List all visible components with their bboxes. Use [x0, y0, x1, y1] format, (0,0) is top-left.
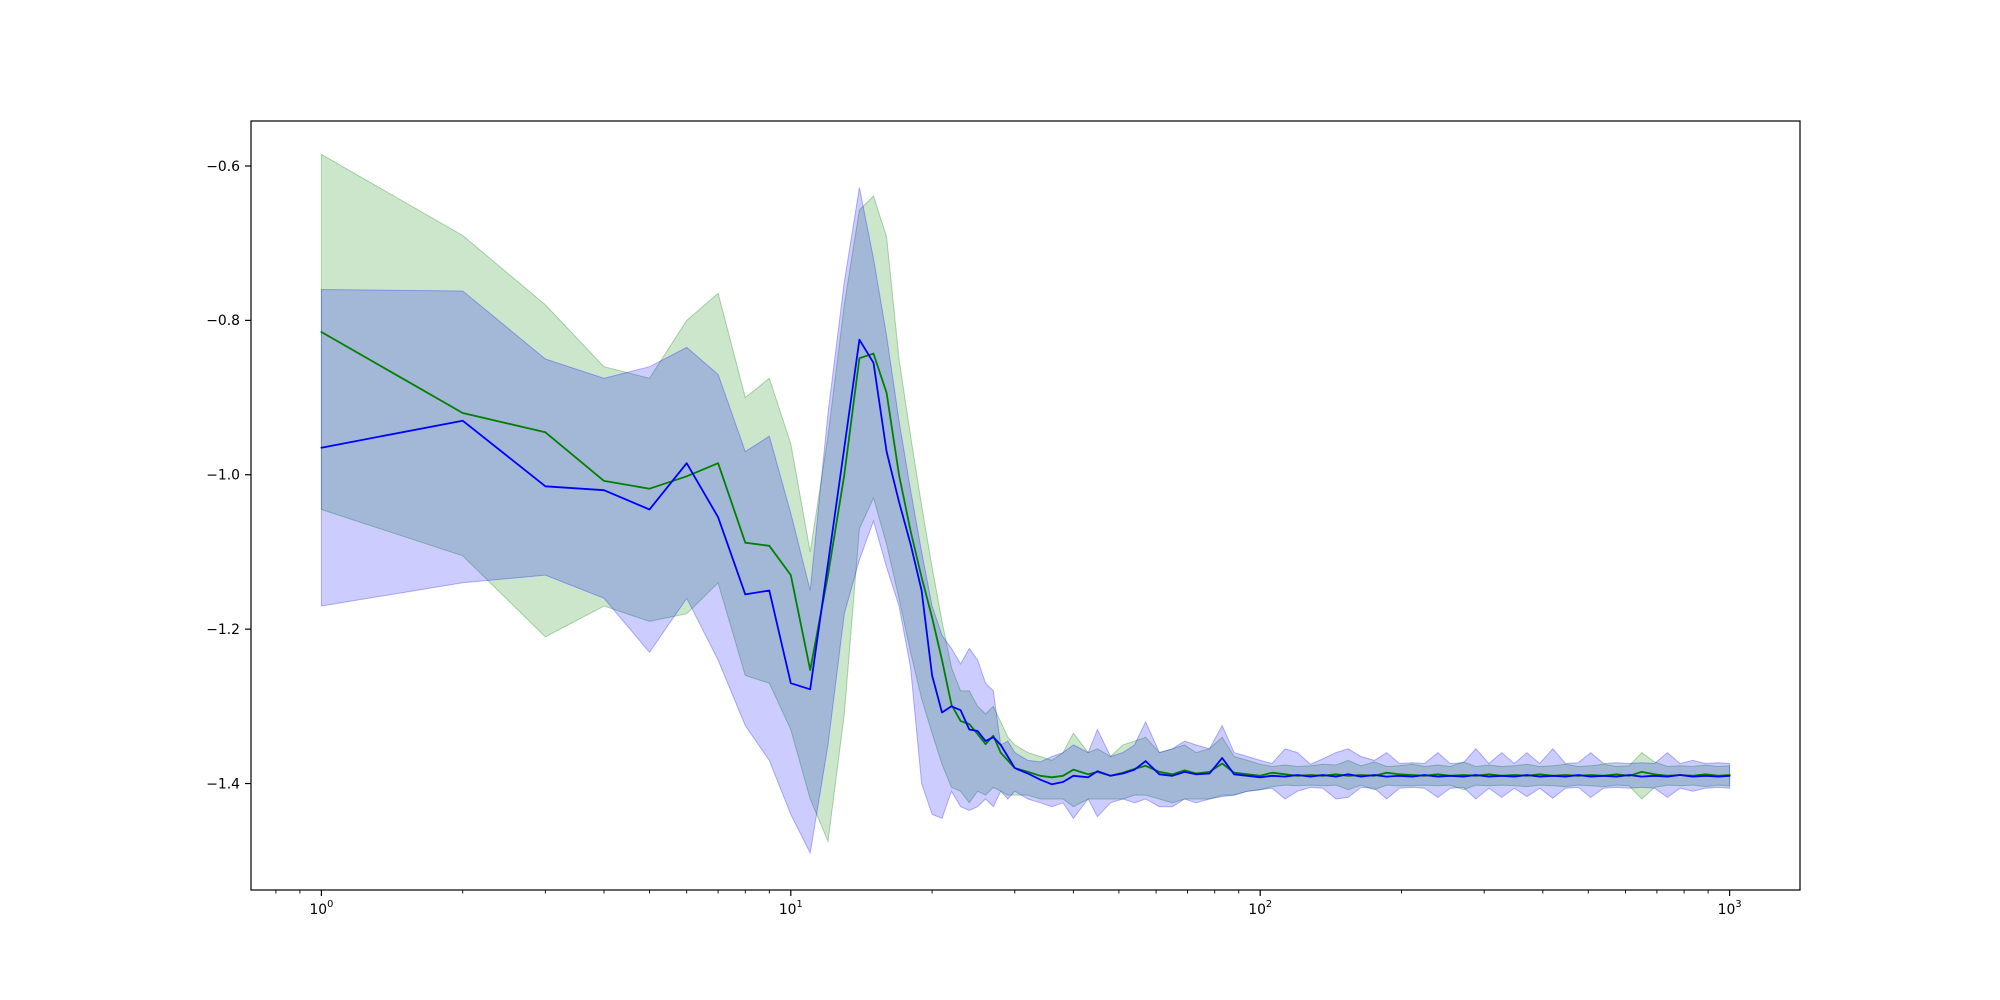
y-tick-label: −0.8	[206, 313, 240, 329]
plot-frame	[250, 120, 1801, 891]
blue-series-band	[320, 187, 1731, 855]
axis-labels-layer: −0.6 −0.8 −1.0 −1.2 −1.4 100 101 102 103	[206, 159, 1741, 918]
x-tick-label: 103	[1718, 899, 1742, 918]
y-tick-label: −1.0	[206, 468, 240, 484]
x-tick-label: 102	[1248, 899, 1272, 918]
y-tick-label: −1.2	[206, 622, 240, 638]
blue-series-line	[320, 338, 1731, 786]
x-tick-label: 100	[309, 899, 333, 918]
y-tick-label: −1.4	[206, 776, 240, 792]
green-series-band	[320, 153, 1731, 844]
y-tick-label: −0.6	[206, 159, 240, 175]
axis-ticks-layer	[245, 165, 1731, 896]
x-tick-label: 101	[779, 899, 803, 918]
series-lines-layer	[320, 331, 1731, 786]
confidence-bands-layer	[320, 153, 1731, 855]
